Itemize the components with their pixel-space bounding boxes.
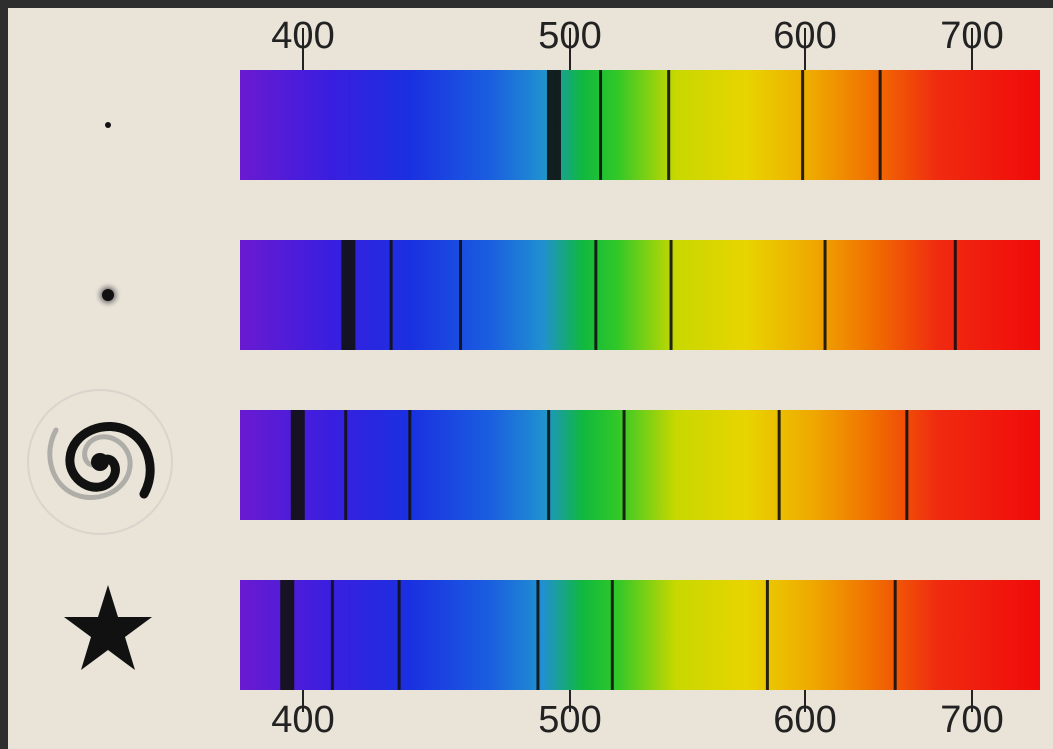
spectrum-band <box>240 70 1040 180</box>
spiral-galaxy-icon <box>27 389 173 535</box>
spiral-arm <box>47 427 133 500</box>
galaxy-disk <box>27 389 173 535</box>
object-icons <box>27 122 173 670</box>
point-source-icon <box>105 122 111 128</box>
spectrum-band <box>240 240 1040 350</box>
galaxy-core <box>91 453 109 471</box>
compact-icon <box>102 289 114 301</box>
spiral-arm <box>65 422 155 499</box>
spectrum-band <box>240 580 1040 690</box>
spectrum-band <box>240 410 1040 520</box>
star-icon <box>64 585 152 670</box>
